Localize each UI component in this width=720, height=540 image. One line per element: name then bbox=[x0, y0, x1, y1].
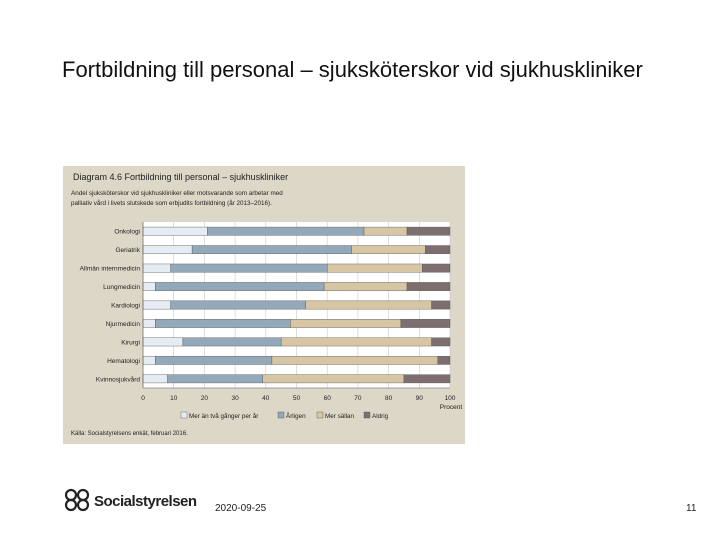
legend-label: Aldrig bbox=[372, 413, 389, 420]
x-tick-label: 20 bbox=[201, 395, 209, 402]
bar-segment bbox=[142, 319, 156, 328]
bar-segment bbox=[142, 245, 193, 255]
legend-swatch bbox=[180, 411, 188, 419]
bar-segment bbox=[327, 263, 423, 273]
chart-subtitle-line: palliativ vård i livets slutskede som er… bbox=[71, 199, 272, 207]
category-label: Lungmedicin bbox=[103, 284, 140, 291]
bar-segment bbox=[290, 319, 402, 328]
bar-segment bbox=[262, 374, 405, 384]
x-tick-label: 100 bbox=[445, 395, 456, 402]
chart-panel: Diagram 4.6 Fortbildning till personal –… bbox=[63, 166, 465, 444]
chart-subtitle-line: Andel sjuksköterskor vid sjukhuskliniker… bbox=[71, 190, 283, 197]
bar-segment bbox=[425, 245, 451, 255]
bar-segment bbox=[170, 300, 306, 310]
bar-segment bbox=[271, 355, 438, 365]
bar-segment bbox=[170, 263, 328, 273]
slide-title: Fortbildning till personal – sjuksköters… bbox=[62, 57, 643, 82]
category-label: Kirurgi bbox=[121, 339, 140, 346]
legend-label: Mer än två gånger per år bbox=[189, 412, 258, 420]
chart-source: Källa: Socialstyrelsens enkät, februari … bbox=[71, 431, 188, 437]
bar-segment bbox=[437, 355, 451, 365]
legend-label: Årligen bbox=[286, 411, 306, 420]
bar-segment bbox=[431, 337, 451, 347]
bar-segment bbox=[363, 226, 408, 236]
legend-label: Mer sällan bbox=[325, 413, 355, 420]
category-label: Hematologi bbox=[107, 358, 140, 365]
logo-text: Socialstyrelsen bbox=[94, 493, 197, 510]
category-label: Geriatrik bbox=[115, 247, 140, 254]
bar-segment bbox=[191, 245, 352, 255]
bar-segment bbox=[406, 282, 451, 291]
category-label: Allmän internmedicin bbox=[80, 266, 141, 273]
category-label: Onkologi bbox=[114, 229, 140, 236]
x-tick-label: 50 bbox=[293, 395, 301, 402]
bar-segment bbox=[155, 282, 325, 291]
x-tick-label: 40 bbox=[262, 395, 270, 402]
category-label: Kvinnosjukvård bbox=[96, 375, 140, 383]
bar-segment bbox=[142, 226, 208, 236]
bar-segment bbox=[422, 263, 451, 273]
bar-segment bbox=[323, 282, 408, 291]
x-tick-label: 60 bbox=[324, 395, 332, 402]
slide-date: 2020-09-25 bbox=[215, 503, 267, 514]
legend-swatch bbox=[316, 411, 324, 419]
bar-segment bbox=[305, 300, 432, 310]
bar-segment bbox=[142, 337, 184, 347]
x-tick-label: 70 bbox=[354, 395, 362, 402]
bar-segment bbox=[280, 337, 432, 347]
bar-segment bbox=[142, 374, 168, 384]
bar-segment bbox=[182, 337, 282, 347]
bar-segment bbox=[142, 355, 156, 365]
socialstyrelsen-logo: Socialstyrelsen bbox=[64, 488, 197, 516]
x-tick-label: 80 bbox=[385, 395, 393, 402]
legend-swatch bbox=[363, 411, 371, 419]
bar-segment bbox=[142, 263, 171, 273]
x-tick-label: 30 bbox=[231, 395, 239, 402]
bar-segment bbox=[207, 226, 365, 236]
bar-segment bbox=[406, 226, 451, 236]
bar-segment bbox=[351, 245, 426, 255]
category-label: Kardiologi bbox=[111, 303, 140, 310]
legend-swatch bbox=[277, 411, 285, 419]
x-axis-label: Procent bbox=[440, 404, 463, 411]
x-tick-label: 90 bbox=[416, 395, 424, 402]
bar-segment bbox=[142, 282, 156, 291]
bar-segment bbox=[155, 355, 273, 365]
bar-segment bbox=[400, 319, 451, 328]
bar-segment bbox=[155, 319, 291, 328]
bar-segment bbox=[167, 374, 263, 384]
stacked-bar-chart: Diagram 4.6 Fortbildning till personal –… bbox=[71, 172, 463, 437]
logo-emblem-icon bbox=[64, 488, 90, 512]
category-label: Njurmedicin bbox=[106, 321, 141, 328]
bar-segment bbox=[431, 300, 451, 310]
bar-segment bbox=[403, 374, 451, 384]
x-tick-label: 0 bbox=[141, 395, 145, 402]
chart-title: Diagram 4.6 Fortbildning till personal –… bbox=[73, 172, 288, 182]
bar-segment bbox=[142, 300, 171, 310]
x-tick-label: 10 bbox=[170, 395, 178, 402]
page-number: 11 bbox=[686, 503, 697, 514]
